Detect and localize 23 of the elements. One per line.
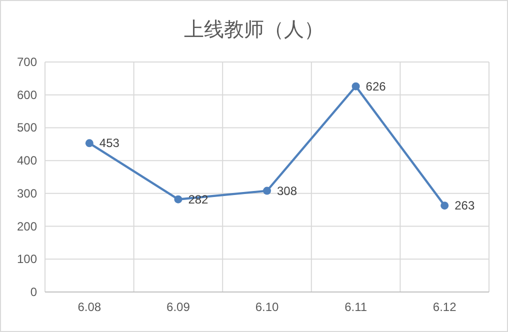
y-tick-label: 600 (16, 88, 38, 102)
y-tick-label: 700 (16, 55, 38, 69)
y-tick-label: 400 (16, 154, 38, 168)
y-tick-label: 500 (16, 120, 38, 135)
point (174, 195, 182, 204)
y-tick-label: 100 (16, 252, 38, 266)
y-tick-label: 0 (30, 285, 38, 299)
chart-title: 上线教师（人） (184, 19, 324, 41)
point (440, 202, 449, 210)
y-tick-label: 300 (16, 186, 38, 200)
x-tick-label: 6.08 (78, 300, 102, 314)
x-tick-label: 6.12 (432, 300, 457, 314)
data-label: 308 (277, 184, 298, 198)
y-tick-label: 200 (16, 219, 38, 234)
x-tick-label: 6.11 (344, 300, 368, 314)
point (352, 82, 360, 90)
point (263, 186, 271, 195)
point (85, 139, 94, 148)
x-tick-label: 6.10 (255, 300, 279, 314)
data-label: 626 (366, 79, 386, 94)
data-label: 453 (99, 136, 120, 150)
data-label: 263 (454, 198, 475, 213)
x-tick-label: 6.09 (166, 300, 190, 314)
